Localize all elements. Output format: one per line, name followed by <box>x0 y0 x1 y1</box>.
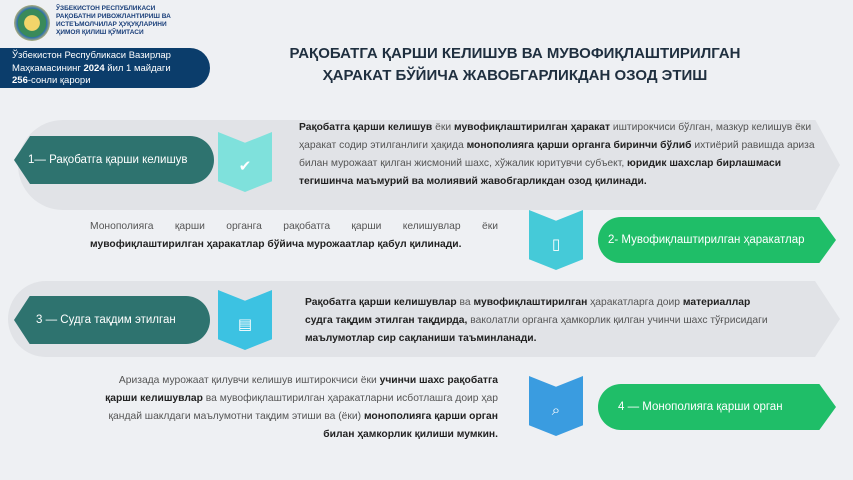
org-name: ЎЗБЕКИСТОН РЕСПУБЛИКАСИ РАҚОБАТНИ РИВОЖЛ… <box>56 5 171 37</box>
decree-line: 256-сонли қарори <box>12 75 210 88</box>
step-label: 4 — Монополияга қарши орган <box>618 401 783 413</box>
bold-text: мувофиқлаштирилган ҳаракат <box>453 122 611 133</box>
bold-text: материаллар судга тақдим этилган тақдирд… <box>305 297 751 326</box>
title-line: РАҚОБАТГА ҚАРШИ КЕЛИШУВ ВА МУВОФИҚЛАШТИР… <box>289 45 741 62</box>
bold-text: маълумотлар сир сақланиши таъминланади. <box>305 333 537 344</box>
step-3-text: Рақобатга қарши келишувлар ва мувофиқлаш… <box>305 294 775 348</box>
bold-text: мувофиқлаштирилган ҳаракатлар бўйича мур… <box>90 239 462 250</box>
step-2-text: Монополияга қарши органга рақобатга қарш… <box>90 218 498 254</box>
bold-text: учинчи шахс рақобатга қарши келишувлар <box>105 375 498 404</box>
bold-text: юридик шахслар бирлашмаси тегишинча маъм… <box>299 158 782 187</box>
page-title: РАҚОБАТГА ҚАРШИ КЕЛИШУВ ВА МУВОФИҚЛАШТИР… <box>230 43 800 87</box>
step-label: 1— Рақобатга қарши келишув <box>28 154 188 166</box>
decree-text: -сонли қарори <box>27 75 91 86</box>
decree-number: 256 <box>12 75 28 86</box>
text: Аризада мурожаат қилувчи келишув иштирок… <box>118 375 380 386</box>
document-transfer-icon: ▯ <box>529 210 583 270</box>
step-4-pill: 4 — Монополияга қарши орган <box>598 384 836 430</box>
decree-banner: Ўзбекистон Республикаси Вазирлар Маҳкама… <box>0 48 210 88</box>
text: ҳаракатларга доир <box>587 297 683 308</box>
text: ва мувофиқлаштирилган ҳаракатларни исбот… <box>108 393 498 422</box>
decree-line: Ўзбекистон Республикаси Вазирлар <box>12 50 171 61</box>
decree-text: йил 1 майдаги <box>104 62 171 74</box>
search-document-icon: ⌕ <box>529 376 583 436</box>
step-1-text: Рақобатга қарши келишув ёки мувофиқлашти… <box>299 119 824 191</box>
org-line: РАҚОБАТНИ РИВОЖЛАНТИРИШ ВА <box>56 13 171 20</box>
step-4-text: Аризада мурожаат қилувчи келишув иштирок… <box>90 372 498 444</box>
text: ва <box>456 297 474 308</box>
step-1-pill: 1— Рақобатга қарши келишув <box>14 136 214 184</box>
bold-text: Рақобатга қарши келишув <box>299 122 433 133</box>
decree-text: Маҳкамасининг <box>12 62 84 74</box>
org-line: ИСТЕЪМОЛЧИЛАР ҲУҚУҚЛАРИНИ <box>56 21 167 28</box>
emblem-logo <box>14 5 50 41</box>
step-label: 3 — Судга тақдим этилган <box>36 314 176 326</box>
bold-text: Рақобатга қарши келишувлар <box>305 297 457 308</box>
bold-text: мувофиқлаштирилган <box>473 297 588 308</box>
org-line: ҲИМОЯ ҚИЛИШ ҚЎМИТАСИ <box>56 29 144 36</box>
bold-text: монополияга қарши органга биринчи бўлиб <box>466 140 692 151</box>
step-3-pill: 3 — Судга тақдим этилган <box>14 296 210 344</box>
text: Монополияга қарши органга рақобатга қарш… <box>90 221 498 232</box>
text: ихтиёрий равишда ариза билан мурожаат қи… <box>299 140 815 169</box>
text: ёки <box>432 122 454 133</box>
title-line: ҲАРАКАТ БЎЙИЧА ЖАВОБГАРЛИКДАН ОЗОД ЭТИШ <box>322 67 708 84</box>
org-line: ЎЗБЕКИСТОН РЕСПУБЛИКАСИ <box>56 5 156 12</box>
text: ваколатли органга ҳамкорлик қилган учинч… <box>467 315 768 326</box>
decree-line: Маҳкамасининг 2024 йил 1 майдаги <box>12 63 210 76</box>
step-2-pill: 2- Мувофиқлаштирилган ҳаракатлар <box>598 217 836 263</box>
decree-year: 2024 <box>83 62 105 74</box>
text: иштирокчиси бўлган, мазкур келишув ёки ҳ… <box>299 122 812 151</box>
step-label: 2- Мувофиқлаштирилган ҳаракатлар <box>608 234 805 246</box>
bold-text: монополияга қарши орган билан ҳамкорлик … <box>323 411 498 440</box>
